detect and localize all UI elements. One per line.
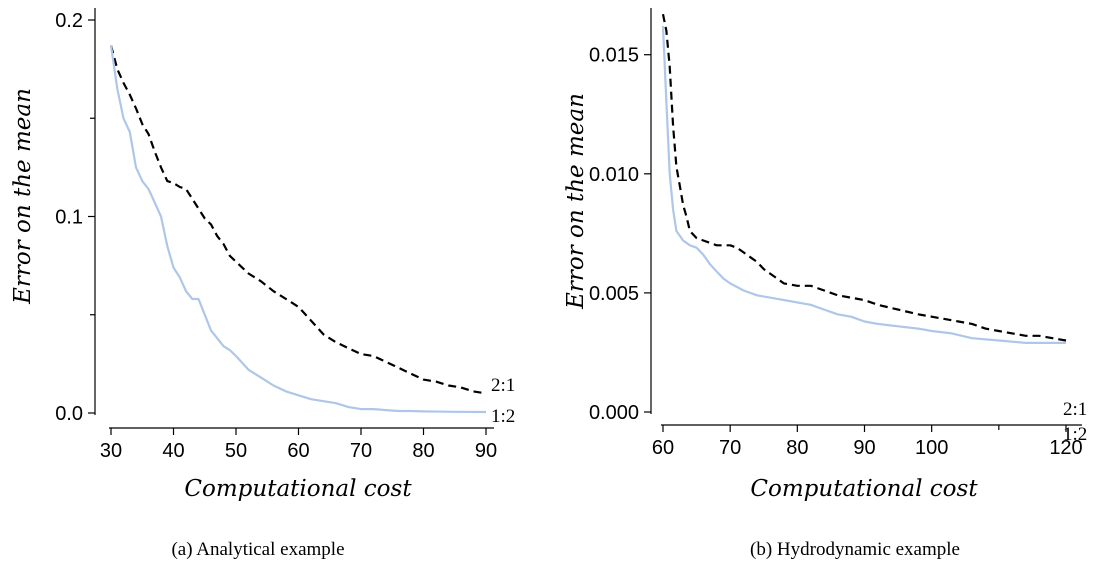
x-tick-label: 90 — [853, 437, 875, 459]
series-label-1-2: 1:2 — [491, 406, 515, 427]
chart-panel-1: 0.0 0.1 0.2 30 40 50 60 70 80 90 2:1 1:2 Computation… — [10, 8, 515, 560]
x-tick-label: 60 — [287, 440, 309, 462]
x-tick-label: 60 — [652, 437, 674, 459]
x-tick-label: 70 — [350, 440, 372, 462]
panel-caption: (a) Analytical example — [171, 539, 344, 560]
series-label-1-2: 1:2 — [1063, 424, 1087, 445]
x-tick-label: 30 — [100, 440, 122, 462]
y-tick-label: 0.015 — [589, 45, 639, 67]
x-axis-title: Computational cost — [750, 476, 978, 502]
x-tick-label: 80 — [412, 440, 434, 462]
chart-panel-2: 0.000 0.005 0.010 0.015 60 70 80 90 100 120 2:1 1:2… — [563, 8, 1087, 560]
y-tick-label: 0.010 — [589, 164, 639, 186]
y-tick-label: 0.1 — [55, 207, 83, 229]
y-tick-label: 0.0 — [55, 403, 83, 425]
y-tick-label: 0.000 — [589, 402, 639, 424]
y-tick-label: 0.2 — [55, 10, 83, 32]
x-tick-label: 90 — [475, 440, 497, 462]
series-label-2-1: 2:1 — [491, 375, 515, 396]
panel-caption: (b) Hydrodynamic example — [750, 539, 960, 560]
x-tick-label: 70 — [719, 437, 741, 459]
series-line-1-2 — [109, 45, 487, 414]
x-axis-title: Computational cost — [184, 476, 412, 502]
x-tick-label: 80 — [786, 437, 808, 459]
x-tick-label: 50 — [225, 440, 247, 462]
series-line-2-1 — [109, 45, 487, 395]
series-line-2-1 — [661, 13, 1067, 342]
series-label-2-1: 2:1 — [1063, 399, 1087, 420]
x-tick-label: 40 — [162, 440, 184, 462]
x-tick-label: 120 — [1049, 437, 1082, 459]
y-axis-title: Error on the mean — [10, 88, 36, 305]
y-axis-title: Error on the mean — [563, 93, 589, 310]
series-line-1-2 — [661, 26, 1066, 344]
y-tick-label: 0.005 — [589, 283, 639, 305]
x-tick-label: 100 — [915, 437, 948, 459]
